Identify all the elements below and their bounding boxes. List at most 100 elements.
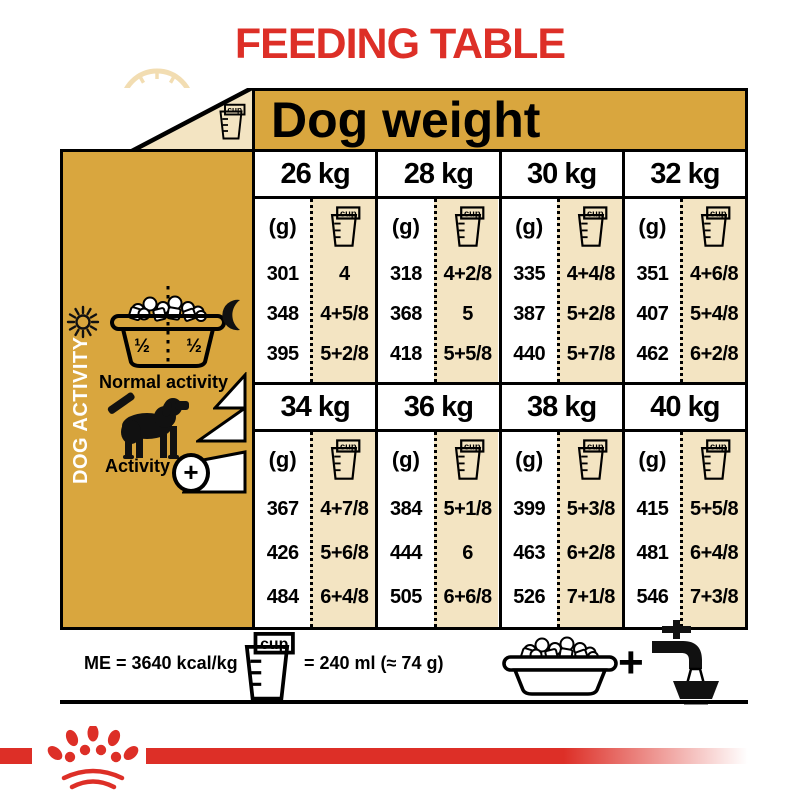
weight-grid-lower: 34 kg (g) 367 426 484 4+7/8 5+6/8 6+4/8 … (252, 382, 748, 630)
grams-value: 444 (389, 542, 422, 564)
grams-unit-label: (g) (268, 447, 297, 472)
cups-value: 6 (462, 542, 473, 564)
grams-value: 526 (513, 585, 546, 608)
grams-value: 367 (266, 498, 299, 521)
grams-value: 418 (389, 342, 422, 365)
cups-value: 4+7/8 (320, 498, 369, 521)
cups-value: 4+2/8 (443, 263, 492, 286)
grams-value: 415 (636, 498, 669, 521)
cups-value: 6+4/8 (320, 585, 369, 608)
grams-unit-label: (g) (638, 447, 667, 472)
dog-weight-title: Dog weight (271, 92, 541, 148)
activity-ramp-medium-icon (196, 406, 247, 443)
cups-value: 5+6/8 (320, 542, 369, 564)
measuring-cup-icon (216, 102, 246, 142)
moon-icon (222, 299, 240, 331)
cup-equivalence-label: = 240 ml (≈ 74 g) (304, 653, 444, 673)
cups-value: 4+4/8 (566, 263, 616, 286)
cups-value: 4+6/8 (689, 263, 739, 286)
grams-unit-label: (g) (391, 447, 420, 472)
weight-column: 36 kg (g) 384 444 505 5+1/8 6 6+6/8 (378, 385, 499, 627)
cup-icon (683, 199, 745, 255)
weight-column: 26 kg (g) 301 348 395 4 4+5/8 5+2/8 (255, 152, 376, 382)
cups-value: 5+3/8 (566, 498, 616, 521)
weight-column: 34 kg (g) 367 426 484 4+7/8 5+6/8 6+4/8 (255, 385, 376, 627)
grams-subcolumn: (g) 301 348 395 (255, 199, 311, 382)
grams-value: 546 (636, 585, 669, 608)
plus-glyph: + (183, 457, 199, 487)
grams-unit-label: (g) (268, 214, 297, 239)
grams-value: 463 (513, 542, 546, 564)
weight-column: 30 kg (g) 335 387 440 4+4/8 5+2/8 5+7/8 (501, 152, 622, 382)
weight-header: 40 kg (624, 385, 745, 432)
cups-value: 6+2/8 (689, 342, 739, 365)
grams-subcolumn: (g) 351 407 462 (624, 199, 681, 382)
weight-grid-upper: 26 kg (g) 301 348 395 4 4+5/8 5+2/8 28 k… (252, 149, 748, 385)
cup-icon (437, 199, 499, 255)
cups-value: 7+1/8 (566, 585, 616, 608)
weight-header: 30 kg (501, 152, 622, 199)
cups-subcolumn: 4+6/8 5+4/8 6+2/8 (680, 199, 745, 382)
weight-column: 32 kg (g) 351 407 462 4+6/8 5+4/8 6+2/8 (624, 152, 745, 382)
grams-value: 335 (513, 263, 546, 286)
grams-value: 407 (636, 303, 669, 325)
cups-subcolumn: 5+1/8 6 6+6/8 (433, 432, 499, 627)
cups-value: 6+4/8 (689, 542, 739, 564)
grams-unit-label: (g) (638, 214, 667, 239)
grams-subcolumn: (g) 335 387 440 (501, 199, 557, 382)
grams-subcolumn: (g) 384 444 505 (378, 432, 434, 627)
feeding-table: Dog weight DOG ACTIVITY (60, 86, 748, 630)
cup-icon (313, 432, 375, 488)
cups-value: 5+4/8 (689, 303, 739, 325)
plus-circle-icon: + (172, 453, 210, 493)
cups-value: 4+5/8 (320, 303, 369, 325)
weight-header: 34 kg (255, 385, 376, 432)
grams-subcolumn: (g) 318 368 418 (378, 199, 434, 382)
brand-stripe-left (0, 748, 32, 764)
cup-icon (560, 432, 622, 488)
cup-icon (560, 199, 622, 255)
metabolizable-energy-label: ME = 3640 kcal/kg (84, 653, 238, 673)
weight-column: 38 kg (g) 399 463 526 5+3/8 6+2/8 7+1/8 (501, 385, 622, 627)
half-right-label: ½ (186, 336, 202, 357)
cups-value: 5+5/8 (443, 342, 492, 365)
grams-value: 301 (266, 263, 299, 286)
dog-weight-header: Dog weight (252, 88, 748, 152)
weight-column: 28 kg (g) 318 368 418 4+2/8 5 5+5/8 (378, 152, 499, 382)
grams-subcolumn: (g) 367 426 484 (255, 432, 311, 627)
grams-value: 348 (266, 303, 299, 325)
grams-unit-label: (g) (391, 214, 420, 239)
cups-subcolumn: 5+3/8 6+2/8 7+1/8 (556, 432, 622, 627)
cups-value: 5 (462, 303, 473, 325)
cups-value: 4 (338, 263, 350, 286)
cups-value: 7+3/8 (689, 585, 739, 608)
cups-value: 6+6/8 (443, 585, 492, 608)
weight-header: 36 kg (378, 385, 499, 432)
cup-icon (683, 432, 745, 488)
cup-icon (313, 199, 375, 255)
activity-ramp-small-icon (213, 372, 247, 410)
dog-activity-sidebar: DOG ACTIVITY (60, 149, 255, 630)
activity-plus-label: Activity (105, 456, 171, 476)
water-tap-icon (652, 620, 719, 705)
legend-divider (60, 700, 748, 704)
cup-icon (437, 432, 499, 488)
cups-subcolumn: 4+2/8 5 5+5/8 (433, 199, 499, 382)
dog-activity-vertical-label: DOG ACTIVITY (70, 336, 92, 484)
food-bowl-icon (500, 633, 620, 697)
grams-value: 384 (389, 498, 422, 521)
normal-activity-label: Normal activity (99, 372, 229, 392)
cups-value: 6+2/8 (566, 542, 616, 564)
grams-value: 395 (266, 342, 299, 365)
sun-icon (66, 305, 100, 339)
grams-value: 387 (513, 303, 546, 325)
cups-subcolumn: 4+7/8 5+6/8 6+4/8 (310, 432, 376, 627)
grams-unit-label: (g) (515, 447, 544, 472)
grams-value: 505 (389, 585, 422, 608)
grams-unit-label: (g) (515, 214, 544, 239)
weight-header: 26 kg (255, 152, 376, 199)
cups-subcolumn: 5+5/8 6+4/8 7+3/8 (680, 432, 745, 627)
grams-subcolumn: (g) 399 463 526 (501, 432, 557, 627)
half-left-label: ½ (134, 336, 150, 357)
grams-value: 426 (266, 542, 299, 564)
